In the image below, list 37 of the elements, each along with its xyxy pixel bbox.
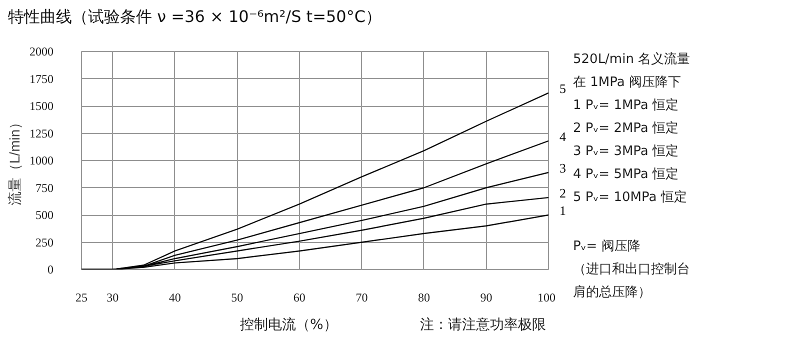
series-label: 3: [559, 160, 566, 176]
chart-title: 特性曲线（试验条件 ν =36 × 10⁻⁶m²/S t=50°C）: [8, 6, 382, 28]
text: 1 Pᵥ= 1MPa 恒定: [573, 97, 680, 115]
x-tick-label: 70: [356, 290, 368, 304]
text: 注：请注意功率极限: [420, 316, 546, 335]
y-tick-label: 1000: [30, 154, 54, 168]
x-tick-label: 30: [106, 290, 119, 304]
x-axis-title: 控制电流（%）: [240, 316, 338, 335]
y-tick-label: 0: [48, 262, 54, 276]
y-tick-label: 1750: [30, 72, 54, 86]
y-tick-label: 250: [36, 235, 54, 250]
text: 肩的总压降）: [573, 284, 652, 302]
series-label: 4: [559, 128, 566, 144]
text: 520L/min 名义流量: [573, 51, 690, 69]
x-tick-label: 60: [293, 290, 306, 304]
text: 5 Pᵥ= 10MPa 恒定: [573, 189, 688, 207]
x-tick-label: 25: [76, 290, 88, 304]
text: 在 1MPa 阀压降下: [573, 74, 682, 92]
y-axis-title: 流量（L/min）: [6, 115, 22, 206]
text: 2 Pᵥ= 2MPa 恒定: [573, 120, 680, 138]
y-tick-label: 500: [36, 208, 54, 222]
x-tick-label: 80: [418, 290, 430, 304]
y-tick-label: 750: [36, 180, 54, 195]
series-label: 5: [559, 80, 566, 96]
y-tick-label: 1500: [30, 99, 54, 113]
text: 3 Pᵥ= 3MPa 恒定: [573, 143, 680, 161]
y-tick-label: 1250: [30, 126, 54, 140]
series-label: 2: [559, 186, 566, 201]
x-tick-label: 40: [168, 290, 181, 304]
x-tick-label: 100: [538, 290, 556, 304]
x-tick-label: 50: [231, 290, 244, 304]
y-tick-label: 2000: [30, 44, 54, 58]
text: Pᵥ= 阀压降: [573, 238, 642, 256]
text: 4 Pᵥ= 5MPa 恒定: [573, 166, 680, 184]
text: （进口和出口控制台: [573, 261, 690, 279]
x-tick-label: 90: [480, 290, 492, 304]
series-label: 1: [559, 203, 566, 218]
